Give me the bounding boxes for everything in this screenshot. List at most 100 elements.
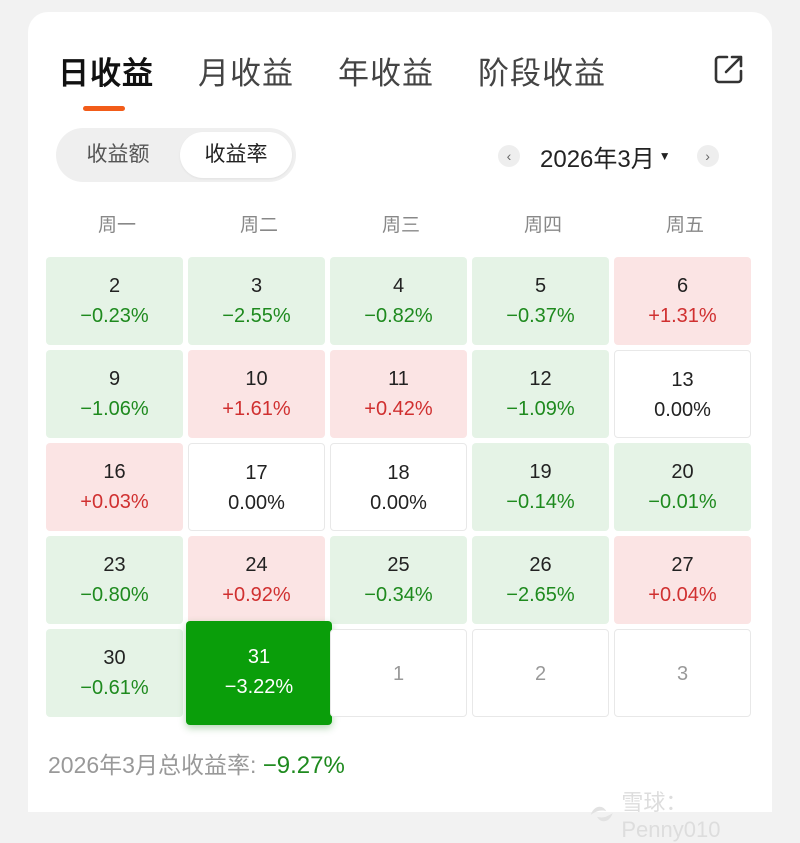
returns-card: 日收益 月收益 年收益 阶段收益 收益额 收益率 ‹ 2026年3月 ▼ › 周…: [28, 12, 772, 842]
weekday-header: 周一 周二 周三 周四 周五: [46, 210, 756, 238]
month-navigator: ‹ 2026年3月 ▼ ›: [498, 138, 719, 174]
day-return-pct: −0.23%: [80, 305, 149, 327]
day-return-pct: −0.61%: [80, 677, 149, 699]
calendar-day-selected[interactable]: 31 −3.22%: [186, 621, 332, 725]
weekday-label: 周四: [523, 215, 562, 236]
tab-monthly-returns[interactable]: 月收益: [198, 56, 294, 91]
calendar-day[interactable]: 11 +0.42%: [330, 350, 467, 438]
day-number: 5: [534, 275, 547, 297]
tab-yearly-returns[interactable]: 年收益: [338, 56, 434, 91]
weekday-label: 周三: [381, 215, 420, 236]
chevron-right-icon[interactable]: ›: [696, 145, 719, 167]
day-number: 6: [676, 275, 689, 297]
calendar-day[interactable]: 2 −0.23%: [46, 257, 183, 345]
calendar-day[interactable]: 3: [614, 629, 751, 717]
day-return-pct: −1.09%: [506, 398, 575, 420]
day-number: 9: [108, 368, 121, 390]
day-number: 2: [108, 275, 121, 297]
day-return-pct: −2.65%: [506, 584, 575, 606]
summary-label: 2026年3月总收益率:: [48, 752, 257, 778]
day-number: 26: [529, 554, 552, 576]
day-number: 12: [529, 368, 552, 390]
weekday-label: 周二: [239, 215, 278, 236]
day-number: 19: [529, 461, 552, 483]
day-return-pct: +1.31%: [648, 305, 717, 327]
day-return-pct: +0.03%: [80, 491, 149, 513]
day-number: 3: [250, 275, 263, 297]
weekday-label: 周五: [665, 215, 704, 236]
calendar-day[interactable]: 18 0.00%: [330, 443, 467, 531]
day-number: 3: [676, 663, 689, 685]
calendar-grid: 2 −0.23% 3 −2.55% 4 −0.82% 5 −0.37% 6 +1.31% 9 −1.0…: [46, 257, 758, 725]
calendar-day[interactable]: 23 −0.80%: [46, 536, 183, 624]
day-number: 16: [103, 461, 126, 483]
day-return-pct: 0.00%: [654, 399, 711, 421]
day-number: 1: [392, 663, 405, 685]
share-icon[interactable]: [712, 52, 746, 86]
caret-down-icon[interactable]: ▼: [658, 149, 671, 163]
calendar-day[interactable]: 2: [472, 629, 609, 717]
calendar-day[interactable]: 24 +0.92%: [188, 536, 325, 624]
day-return-pct: 0.00%: [228, 492, 285, 514]
toggle-return-amount[interactable]: 收益额: [86, 143, 150, 166]
day-number: 30: [103, 647, 126, 669]
day-return-pct: −2.55%: [222, 305, 291, 327]
calendar-day[interactable]: 27 +0.04%: [614, 536, 751, 624]
calendar-day[interactable]: 26 −2.65%: [472, 536, 609, 624]
calendar-day[interactable]: 6 +1.31%: [614, 257, 751, 345]
day-return-pct: −0.80%: [80, 584, 149, 606]
chevron-left-icon[interactable]: ‹: [498, 145, 520, 167]
month-label[interactable]: 2026年3月: [540, 145, 655, 173]
day-number: 13: [671, 369, 694, 391]
calendar-day[interactable]: 25 −0.34%: [330, 536, 467, 624]
calendar-day[interactable]: 5 −0.37%: [472, 257, 609, 345]
day-number: 17: [245, 462, 268, 484]
weekday-label: 周一: [97, 215, 136, 236]
day-return-pct: +0.92%: [222, 584, 291, 606]
day-return-pct: −3.22%: [224, 676, 294, 698]
calendar-day[interactable]: 30 −0.61%: [46, 629, 183, 717]
watermark-text: 雪球：Penny010: [621, 790, 721, 842]
watermark: 雪球：Penny010: [588, 785, 772, 843]
calendar-day[interactable]: 4 −0.82%: [330, 257, 467, 345]
tab-period-returns[interactable]: 阶段收益: [478, 56, 606, 91]
day-return-pct: −1.06%: [80, 398, 149, 420]
day-return-pct: +0.42%: [364, 398, 433, 420]
calendar-day[interactable]: 10 +1.61%: [188, 350, 325, 438]
day-return-pct: −0.82%: [364, 305, 433, 327]
day-number: 25: [387, 554, 410, 576]
day-number: 20: [671, 461, 694, 483]
day-return-pct: −0.37%: [506, 305, 575, 327]
day-number: 24: [245, 554, 268, 576]
day-return-pct: +1.61%: [222, 398, 291, 420]
day-number: 23: [103, 554, 126, 576]
day-number: 10: [245, 368, 268, 390]
day-return-pct: −0.14%: [506, 491, 575, 513]
metric-toggle: 收益额 收益率: [56, 128, 296, 182]
monthly-summary: 2026年3月总收益率: −9.27%: [48, 746, 345, 780]
day-number: 27: [671, 554, 694, 576]
tab-bar: 日收益 月收益 年收益 阶段收益: [58, 56, 650, 111]
summary-value: −9.27%: [262, 752, 345, 779]
day-return-pct: 0.00%: [370, 492, 427, 514]
calendar-day[interactable]: 9 −1.06%: [46, 350, 183, 438]
day-number: 4: [392, 275, 405, 297]
day-number: 11: [388, 368, 409, 390]
calendar-day[interactable]: 16 +0.03%: [46, 443, 183, 531]
calendar-day[interactable]: 3 −2.55%: [188, 257, 325, 345]
calendar-day[interactable]: 20 −0.01%: [614, 443, 751, 531]
day-return-pct: −0.34%: [364, 584, 433, 606]
day-return-pct: −0.01%: [648, 491, 717, 513]
calendar-day[interactable]: 17 0.00%: [188, 443, 325, 531]
day-number: 2: [534, 663, 547, 685]
day-return-pct: +0.04%: [648, 584, 717, 606]
day-number: 18: [387, 462, 410, 484]
calendar-day[interactable]: 1: [330, 629, 467, 717]
calendar-day[interactable]: 12 −1.09%: [472, 350, 609, 438]
calendar-day[interactable]: 19 −0.14%: [472, 443, 609, 531]
snowball-logo-icon: [590, 806, 613, 822]
toggle-return-rate[interactable]: 收益率: [180, 132, 292, 178]
day-number: 31: [247, 646, 271, 668]
tab-daily-returns[interactable]: 日收益: [58, 56, 154, 111]
calendar-day[interactable]: 13 0.00%: [614, 350, 751, 438]
